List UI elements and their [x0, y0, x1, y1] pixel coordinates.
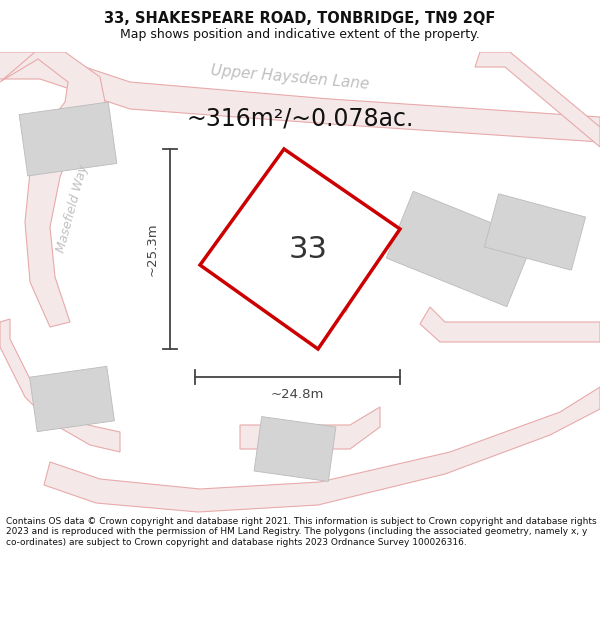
Polygon shape — [254, 416, 336, 481]
Polygon shape — [420, 307, 600, 342]
Text: Masefield Way: Masefield Way — [54, 164, 90, 254]
Polygon shape — [386, 191, 534, 307]
Polygon shape — [248, 206, 372, 312]
Text: ~25.3m: ~25.3m — [146, 222, 158, 276]
Text: 33: 33 — [289, 234, 328, 264]
Polygon shape — [0, 52, 105, 327]
Text: ~24.8m: ~24.8m — [271, 389, 324, 401]
Polygon shape — [19, 102, 117, 176]
Polygon shape — [44, 387, 600, 512]
Text: 33, SHAKESPEARE ROAD, TONBRIDGE, TN9 2QF: 33, SHAKESPEARE ROAD, TONBRIDGE, TN9 2QF — [104, 11, 496, 26]
Polygon shape — [29, 366, 115, 432]
Text: Map shows position and indicative extent of the property.: Map shows position and indicative extent… — [120, 28, 480, 41]
Polygon shape — [0, 52, 600, 142]
Text: Contains OS data © Crown copyright and database right 2021. This information is : Contains OS data © Crown copyright and d… — [6, 517, 596, 547]
Polygon shape — [0, 319, 120, 452]
Polygon shape — [484, 194, 586, 270]
Text: Upper Haysden Lane: Upper Haysden Lane — [210, 62, 370, 91]
Polygon shape — [200, 149, 400, 349]
Text: ~316m²/~0.078ac.: ~316m²/~0.078ac. — [187, 107, 413, 131]
Polygon shape — [240, 407, 380, 449]
Polygon shape — [475, 52, 600, 147]
